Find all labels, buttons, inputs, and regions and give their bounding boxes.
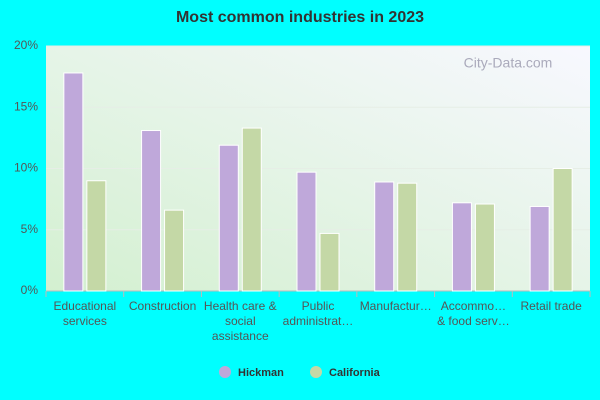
y-tick-label: 5%	[21, 222, 39, 236]
legend-marker	[310, 366, 322, 378]
legend-label: Hickman	[238, 367, 284, 379]
x-tick-label: Educational services	[53, 299, 117, 328]
bar	[296, 171, 317, 292]
y-tick-label: 0%	[21, 283, 39, 297]
x-tick-label: Public administrat…	[282, 299, 354, 328]
legend-label: California	[329, 367, 381, 379]
bar	[86, 180, 107, 292]
y-tick-label: 20%	[14, 38, 38, 52]
bar	[474, 203, 495, 292]
bar	[141, 130, 162, 292]
bar	[374, 181, 395, 292]
bar	[63, 72, 84, 292]
watermark: City-Data.com	[464, 55, 553, 71]
bar	[164, 209, 185, 292]
legend-marker	[219, 366, 231, 378]
bar	[451, 202, 472, 292]
chart-title: Most common industries in 2023	[176, 9, 424, 26]
bar	[218, 144, 239, 292]
x-tick-label: Retail trade	[520, 299, 582, 313]
x-tick-label: Construction	[128, 299, 197, 313]
bar	[319, 232, 340, 292]
x-tick-label: Manufactur…	[359, 299, 432, 313]
bar	[241, 127, 262, 292]
y-tick-label: 15%	[14, 99, 38, 113]
y-tick-label: 10%	[14, 161, 38, 175]
bar	[529, 205, 550, 292]
x-tick-label: Accommo… & food serv…	[437, 299, 510, 328]
bar	[552, 168, 573, 292]
bar	[397, 182, 418, 292]
x-tick-label: Health care & social assistance	[203, 299, 277, 343]
